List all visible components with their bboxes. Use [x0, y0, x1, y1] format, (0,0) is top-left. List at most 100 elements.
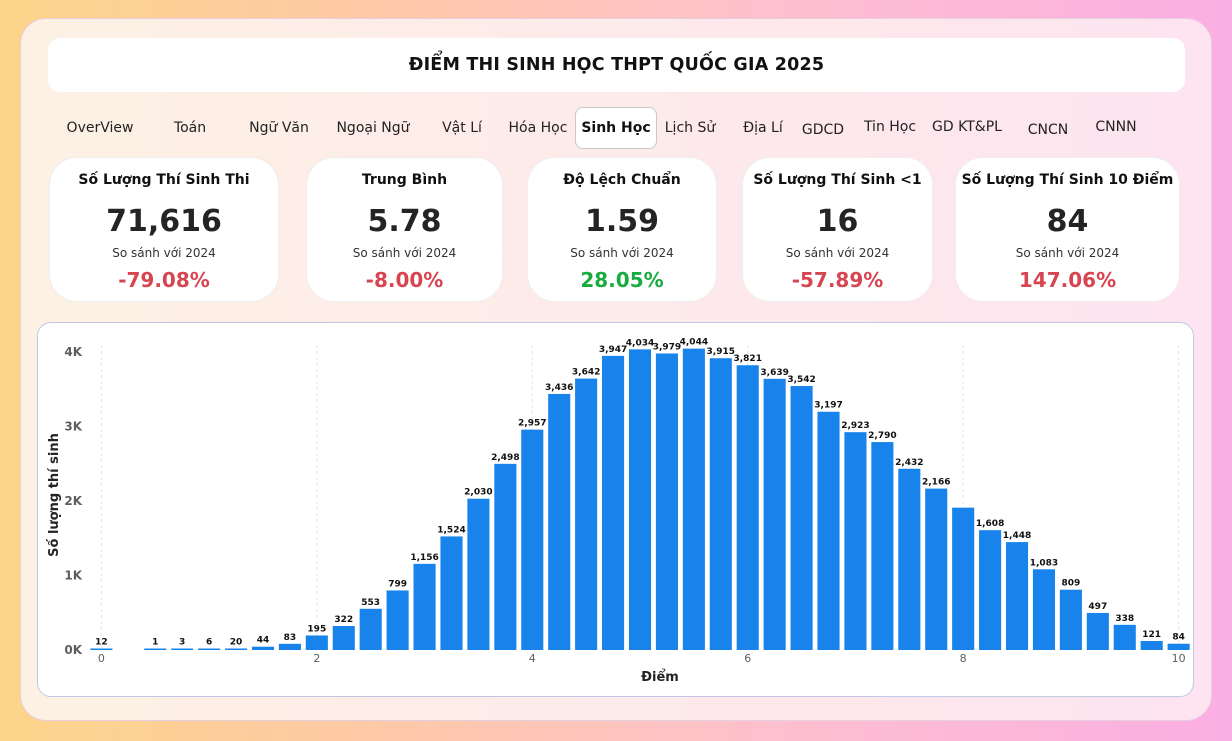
bar-13[interactable]: [467, 498, 490, 650]
bar-value-label-30: 2,166: [922, 478, 950, 488]
bar-value-label-20: 3,979: [653, 342, 681, 352]
bar-1[interactable]: [144, 648, 167, 651]
bar-2[interactable]: [171, 648, 194, 651]
tab-5[interactable]: Vật Lí: [442, 120, 482, 136]
bar-value-label-25: 3,542: [787, 375, 815, 385]
bar-value-label-22: 3,915: [707, 347, 735, 357]
kpi-card-1: Số Lượng Thí Sinh Thi 71,616 So sánh với 2…: [49, 157, 279, 302]
bar-value-label-26: 3,197: [814, 401, 842, 411]
bar-value-label-21: 4,044: [680, 338, 708, 348]
bar-27[interactable]: [844, 432, 867, 650]
kpi-compare-label: So sánh với 2024: [352, 246, 457, 260]
bar-34[interactable]: [1032, 569, 1056, 650]
bar-35[interactable]: [1059, 589, 1082, 650]
bar-0[interactable]: [90, 648, 113, 651]
bar-18[interactable]: [602, 355, 625, 650]
tab-2[interactable]: Toán: [173, 120, 207, 136]
bar-3[interactable]: [198, 648, 221, 651]
bar-value-label-13: 2,030: [464, 488, 492, 498]
bar-11[interactable]: [413, 563, 436, 650]
x-tick-label: 2: [313, 652, 320, 665]
tab-4[interactable]: Ngoại Ngữ: [336, 120, 410, 136]
y-tick-label: 1K: [64, 568, 82, 582]
bar-31[interactable]: [952, 507, 975, 650]
bar-value-label-15: 2,957: [518, 419, 546, 429]
tab-1[interactable]: OverView: [66, 120, 134, 136]
bar-19[interactable]: [628, 349, 652, 650]
bar-value-label-17: 3,642: [572, 368, 600, 378]
bar-value-label-23: 3,821: [733, 354, 761, 364]
bar-17[interactable]: [575, 378, 598, 650]
bar-23[interactable]: [736, 365, 759, 650]
bar-value-label-38: 121: [1142, 630, 1161, 640]
bar-value-label-1: 1: [152, 638, 158, 648]
bar-36[interactable]: [1086, 612, 1109, 650]
tab-11[interactable]: Tin Học: [863, 119, 917, 135]
tab-6[interactable]: Hóa Học: [508, 120, 568, 136]
bar-33[interactable]: [1005, 542, 1029, 650]
bar-12[interactable]: [440, 536, 463, 650]
bar-7[interactable]: [305, 635, 328, 650]
tab-8[interactable]: Lịch Sử: [664, 120, 716, 136]
bar-value-label-37: 338: [1115, 614, 1134, 624]
kpi-change: -8.00%: [365, 268, 444, 292]
bar-value-label-36: 497: [1088, 602, 1107, 612]
bar-29[interactable]: [898, 468, 921, 650]
kpi-title: Trung Bình: [361, 172, 448, 188]
kpi-title: Số Lượng Thí Sinh 10 Điểm: [961, 172, 1174, 188]
bar-14[interactable]: [494, 463, 517, 650]
kpi-change: 28.05%: [580, 268, 664, 292]
bar-25[interactable]: [790, 386, 813, 650]
tab-12[interactable]: GD KT&PL: [932, 119, 1002, 135]
bar-value-label-34: 1,083: [1030, 558, 1058, 568]
kpi-card-2: Trung Bình 5.78 So sánh với 2024 -8.00%: [306, 157, 503, 302]
bar-10[interactable]: [386, 590, 409, 650]
bar-15[interactable]: [521, 429, 544, 650]
tab-10[interactable]: GDCD: [801, 122, 845, 138]
bar-value-label-0: 12: [95, 638, 108, 648]
tab-14[interactable]: CNNN: [1095, 119, 1137, 135]
bar-28[interactable]: [871, 442, 894, 650]
tab-3[interactable]: Ngữ Văn: [249, 120, 309, 136]
bar-value-label-6: 83: [284, 633, 297, 643]
bar-26[interactable]: [817, 411, 840, 650]
bar-value-label-2: 3: [179, 638, 185, 648]
bar-8[interactable]: [332, 626, 355, 650]
bar-5[interactable]: [251, 646, 275, 650]
x-tick-label: 0: [98, 652, 105, 665]
bar-21[interactable]: [682, 348, 705, 650]
tab-13[interactable]: CNCN: [1027, 122, 1069, 138]
bar-30[interactable]: [925, 488, 948, 650]
bar-value-label-32: 1,608: [976, 519, 1004, 529]
x-axis-title: Điểm: [641, 669, 679, 685]
tab-7[interactable]: Sinh Học: [575, 107, 657, 149]
bar-4[interactable]: [224, 648, 248, 651]
bar-20[interactable]: [655, 353, 678, 650]
bar-9[interactable]: [359, 608, 382, 650]
bar-value-label-11: 1,156: [410, 553, 438, 563]
bar-value-label-4: 20: [230, 638, 243, 648]
bar-37[interactable]: [1113, 624, 1136, 650]
bar-value-label-10: 799: [388, 579, 407, 589]
kpi-value: 1.59: [584, 204, 660, 239]
y-axis-title: Số lượng thí sinh: [47, 433, 62, 557]
bar-16[interactable]: [548, 393, 571, 650]
bar-6[interactable]: [278, 643, 301, 650]
kpi-compare-label: So sánh với 2024: [112, 246, 216, 260]
bar-32[interactable]: [979, 530, 1002, 650]
bar-39[interactable]: [1167, 643, 1190, 650]
bar-value-label-12: 1,524: [437, 525, 465, 535]
kpi-value: 84: [1046, 204, 1089, 239]
tab-9[interactable]: Địa Lí: [743, 120, 783, 136]
bar-value-label-8: 322: [334, 615, 353, 625]
bar-value-label-29: 2,432: [895, 458, 923, 468]
bar-24[interactable]: [763, 378, 786, 650]
bar-22[interactable]: [709, 358, 732, 650]
bar-38[interactable]: [1140, 640, 1163, 650]
x-tick-label: 4: [529, 652, 536, 665]
bar-value-label-9: 553: [361, 598, 380, 608]
kpi-card-4: Số Lượng Thí Sinh <1 16 So sánh với 2024 -5…: [742, 157, 933, 302]
bar-value-label-27: 2,923: [841, 421, 869, 431]
bar-value-label-39: 84: [1172, 633, 1185, 643]
